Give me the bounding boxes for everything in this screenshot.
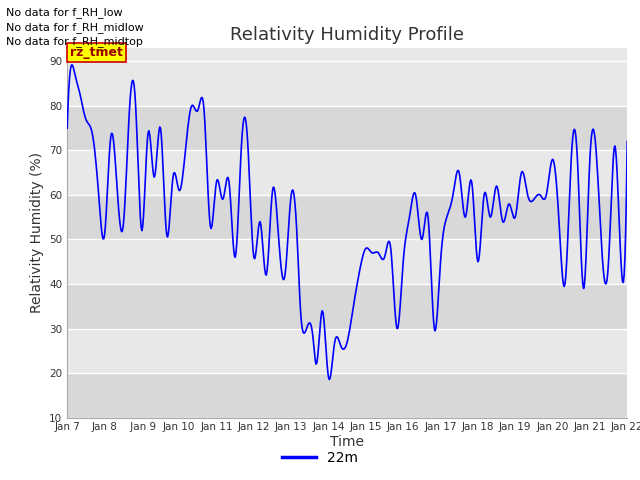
Legend: 22m: 22m	[276, 445, 364, 471]
Text: rz_tmet: rz_tmet	[70, 46, 123, 59]
Bar	[67, 61, 627, 106]
Bar	[67, 240, 627, 284]
Bar	[67, 328, 627, 373]
X-axis label: Time: Time	[330, 435, 364, 449]
Bar	[67, 284, 627, 328]
Bar	[67, 195, 627, 240]
Text: No data for f_RH_low: No data for f_RH_low	[6, 7, 123, 18]
Bar	[67, 106, 627, 150]
Title: Relativity Humidity Profile: Relativity Humidity Profile	[230, 25, 464, 44]
Y-axis label: Relativity Humidity (%): Relativity Humidity (%)	[29, 152, 44, 313]
Text: No data for f_RH_midlow: No data for f_RH_midlow	[6, 22, 144, 33]
Bar	[67, 373, 627, 418]
Text: No data for f_RH_midtop: No data for f_RH_midtop	[6, 36, 143, 47]
Bar	[67, 150, 627, 195]
